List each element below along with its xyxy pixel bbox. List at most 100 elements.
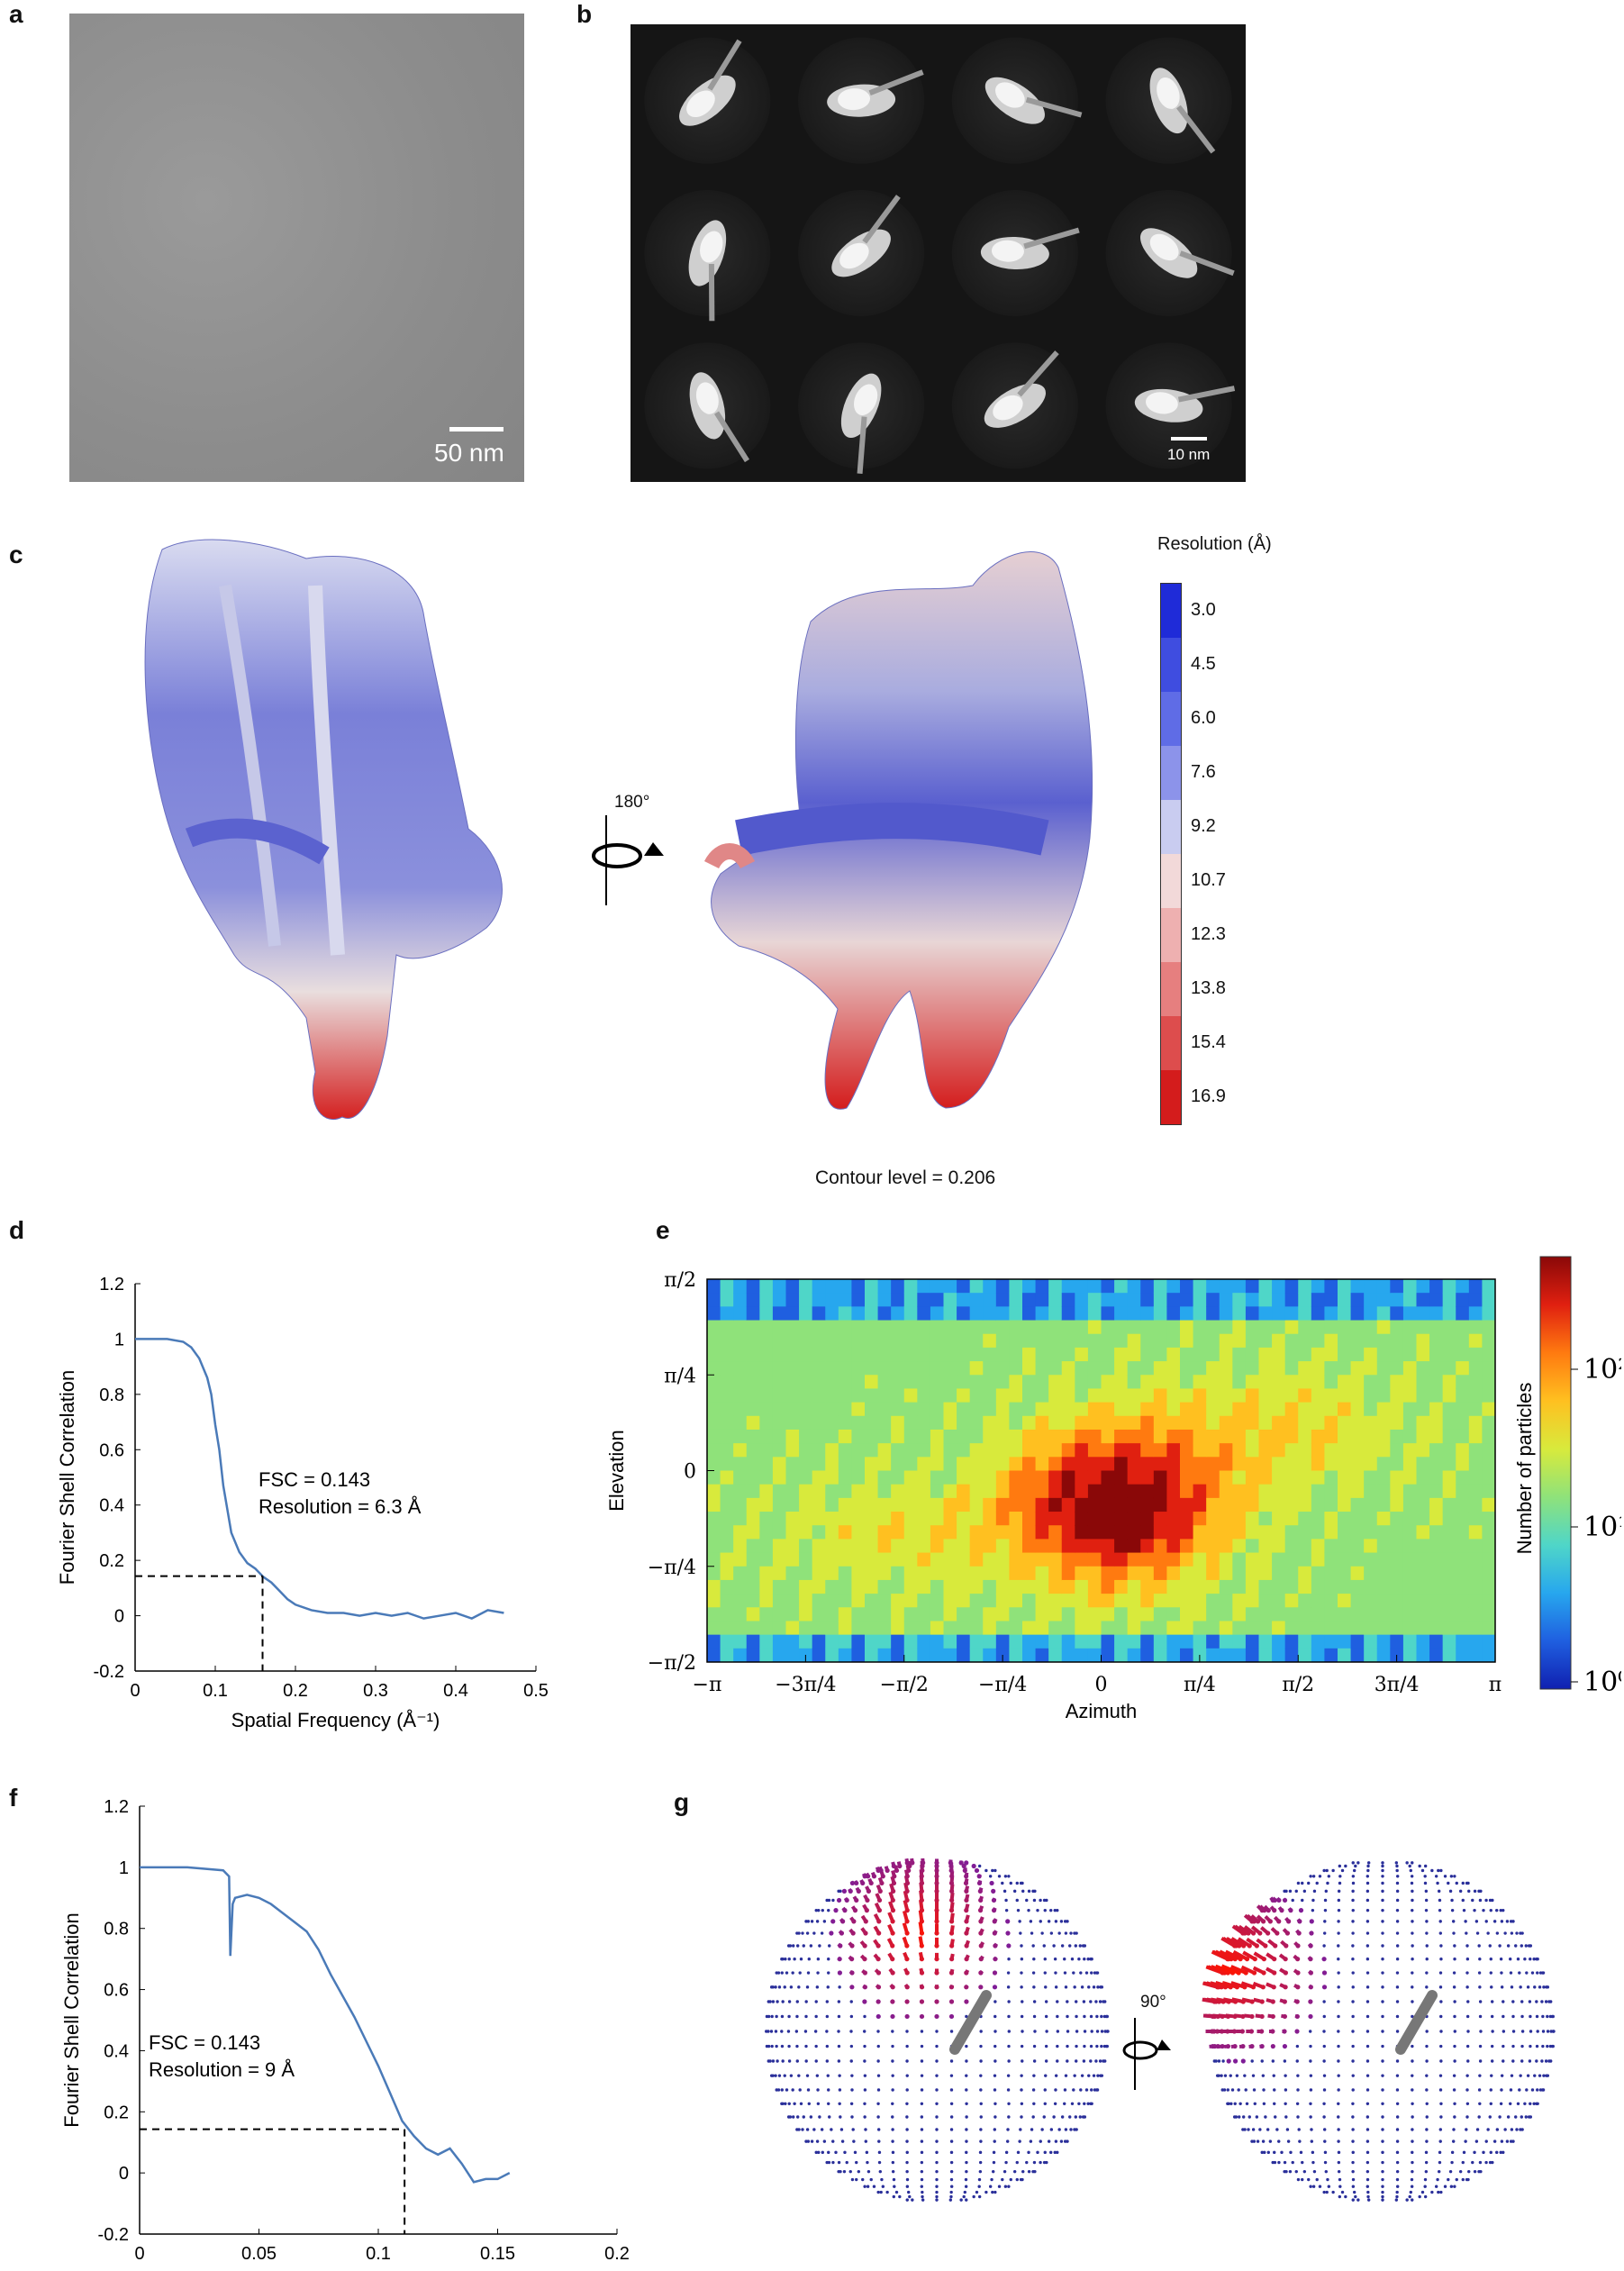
- orientation-point: [799, 1958, 803, 1961]
- class-averages-svg: [644, 37, 1236, 474]
- orientation-point: [1490, 2074, 1493, 2077]
- orientation-point: [1222, 2088, 1227, 2092]
- y-tick-label: 0.6: [99, 1440, 124, 1460]
- heatmap-cell: [746, 1470, 760, 1485]
- heatmap-cell: [983, 1539, 997, 1554]
- fsc-annotation: FSC = 0.143: [259, 1468, 370, 1491]
- heatmap-cell: [1087, 1525, 1102, 1540]
- heatmap-cell: [1258, 1320, 1273, 1335]
- heatmap-cell: [1127, 1457, 1141, 1471]
- orientation-point: [775, 2014, 778, 2019]
- orientation-point: [1072, 1971, 1075, 1975]
- heatmap-cell: [1140, 1402, 1155, 1417]
- orientation-bar: [993, 1956, 998, 1960]
- heatmap-cell: [1258, 1470, 1273, 1485]
- panel-f-label: f: [9, 1784, 18, 1812]
- heatmap-cell: [1180, 1361, 1194, 1376]
- heatmap-cell: [1153, 1279, 1167, 1294]
- heatmap-cell: [799, 1594, 813, 1608]
- heatmap-cell: [1193, 1566, 1207, 1581]
- orientation-point: [1261, 2139, 1266, 2143]
- heatmap-cell: [957, 1415, 971, 1431]
- heatmap-cell: [799, 1512, 813, 1526]
- orientation-point: [1366, 2194, 1370, 2199]
- orientation-point: [1439, 2014, 1443, 2019]
- heatmap-cell: [812, 1539, 826, 1554]
- orientation-point: [905, 2059, 909, 2063]
- orientation-bar: [1264, 1915, 1272, 1923]
- heatmap-cell: [1390, 1375, 1404, 1389]
- orientation-point: [780, 2014, 785, 2019]
- heatmap-cell: [943, 1457, 957, 1471]
- heatmap-cell: [1206, 1621, 1220, 1636]
- heatmap-cell: [799, 1579, 813, 1594]
- heatmap-cell: [759, 1579, 774, 1594]
- heatmap-cell: [1468, 1634, 1483, 1649]
- orientation-point: [935, 2115, 939, 2119]
- orientation-point: [1087, 1985, 1091, 1989]
- orientation-point: [1381, 1931, 1384, 1935]
- orientation-point: [1499, 1908, 1502, 1912]
- heatmap-cell: [1402, 1594, 1417, 1608]
- orientation-point: [793, 2102, 796, 2105]
- heatmap-cell: [1022, 1607, 1037, 1621]
- heatmap-cell: [1376, 1429, 1391, 1444]
- heatmap-cell: [733, 1634, 748, 1649]
- orientation-bar: [850, 1905, 857, 1912]
- heatmap-cell: [1456, 1279, 1470, 1294]
- heatmap-cell: [1350, 1539, 1365, 1554]
- heatmap-cell: [1114, 1293, 1129, 1307]
- orientation-point: [1437, 2190, 1440, 2194]
- orientation-point: [1322, 2102, 1326, 2105]
- heatmap-cell: [1180, 1484, 1194, 1499]
- orientation-point: [1381, 2185, 1384, 2188]
- heatmap-cell: [957, 1293, 971, 1307]
- heatmap-cell: [825, 1279, 839, 1294]
- heatmap-cell: [1298, 1566, 1312, 1581]
- heatmap-cell: [995, 1402, 1010, 1417]
- orientation-point: [827, 1971, 830, 1975]
- orientation-point: [1478, 2074, 1482, 2077]
- orientation-point: [1514, 1944, 1518, 1948]
- orientation-point: [1511, 2059, 1515, 2063]
- heatmap-cell: [1364, 1457, 1378, 1471]
- heatmap-cell: [1442, 1306, 1456, 1322]
- heatmap-cell: [1061, 1512, 1075, 1526]
- heatmap-cell: [1232, 1429, 1247, 1444]
- orientation-point: [1004, 2160, 1008, 2165]
- heatmap-cell: [1180, 1594, 1194, 1608]
- orientation-point: [820, 2128, 824, 2131]
- orientation-point: [1499, 1958, 1503, 1961]
- orientation-point: [1425, 1958, 1429, 1961]
- heatmap-cell: [865, 1457, 879, 1471]
- orientation-point: [1551, 2014, 1555, 2019]
- orientation-bar: [849, 1985, 853, 1989]
- heatmap-cell: [1390, 1320, 1404, 1335]
- orientation-point: [1520, 2044, 1524, 2048]
- orientation-point: [1478, 1898, 1483, 1903]
- orientation-point: [1529, 2030, 1533, 2033]
- heatmap-cell: [1258, 1566, 1273, 1581]
- heatmap-cell: [1468, 1579, 1483, 1594]
- orientation-point: [805, 2074, 810, 2077]
- heatmap-cell: [1482, 1347, 1496, 1362]
- orientation-point: [1478, 2044, 1483, 2048]
- heatmap-cell: [983, 1320, 997, 1335]
- heatmap-cell: [812, 1497, 826, 1512]
- heatmap-cell: [707, 1539, 721, 1554]
- heatmap-cell: [720, 1415, 734, 1431]
- heatmap-cell: [1468, 1594, 1483, 1608]
- heatmap-cell: [1166, 1484, 1181, 1499]
- orientation-point: [1053, 2102, 1057, 2105]
- heatmap-cell: [1114, 1594, 1129, 1608]
- heatmap-cell: [1258, 1579, 1273, 1594]
- orientation-point: [1381, 2030, 1384, 2033]
- orientation-point: [831, 1898, 835, 1903]
- orientation-point: [1263, 2150, 1266, 2155]
- heatmap-cell: [746, 1648, 760, 1663]
- orientation-point: [1074, 1944, 1078, 1948]
- heatmap-cell: [995, 1539, 1010, 1554]
- orientation-point: [780, 2044, 785, 2048]
- heatmap-cell: [1245, 1512, 1259, 1526]
- orientation-point: [1323, 2160, 1328, 2165]
